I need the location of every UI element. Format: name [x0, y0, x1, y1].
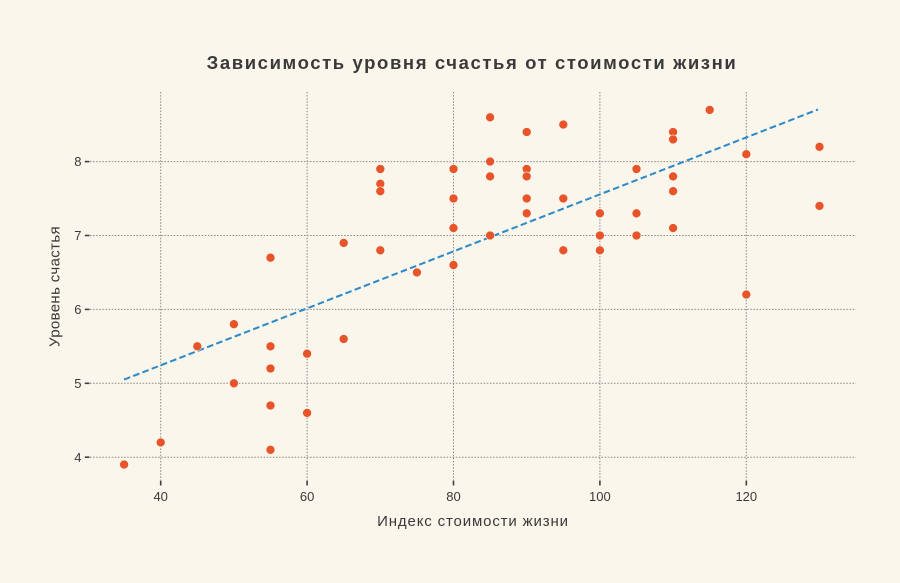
svg-text:Уровень счастья: Уровень счастья — [47, 226, 64, 347]
svg-text:8: 8 — [74, 154, 81, 169]
svg-text:40: 40 — [153, 489, 167, 504]
svg-text:Индекс стоимости жизни: Индекс стоимости жизни — [377, 513, 569, 530]
svg-text:60: 60 — [300, 489, 314, 504]
svg-text:4: 4 — [74, 450, 81, 465]
svg-text:6: 6 — [74, 302, 81, 317]
svg-text:120: 120 — [735, 489, 757, 504]
svg-text:7: 7 — [74, 228, 81, 243]
svg-text:Зависимость уровня счастья от: Зависимость уровня счастья от стоимости … — [207, 52, 738, 73]
svg-text:5: 5 — [74, 376, 81, 391]
svg-text:80: 80 — [446, 489, 460, 504]
svg-text:100: 100 — [589, 489, 611, 504]
